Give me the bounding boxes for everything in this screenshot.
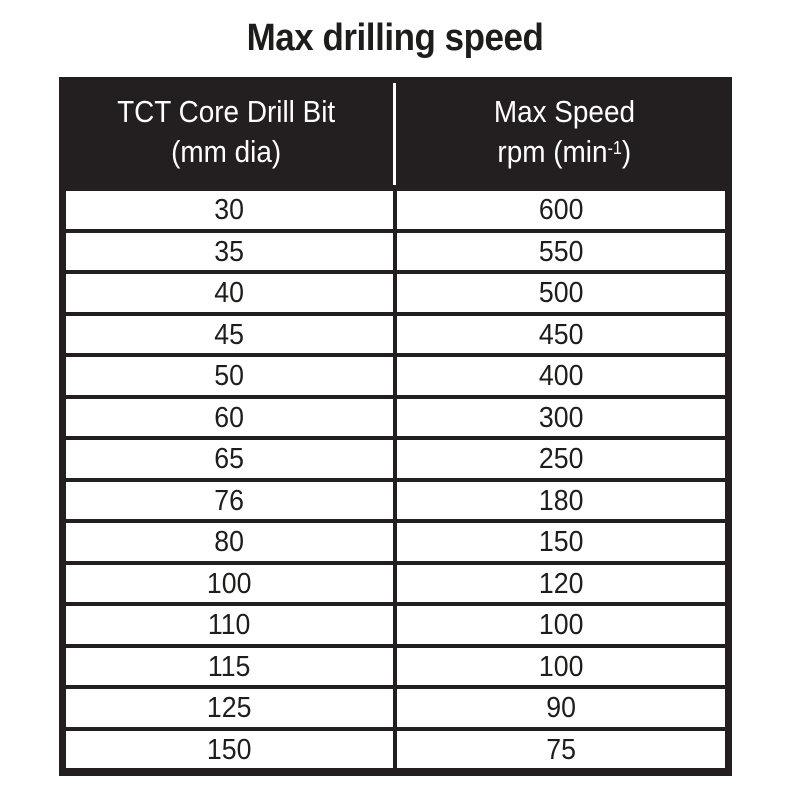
table-row: 150 75 <box>59 727 732 768</box>
table-row: 76 180 <box>59 478 732 519</box>
cell-max-speed: 90 <box>397 689 725 727</box>
cell-diameter: 45 <box>66 315 393 353</box>
table-row: 80 150 <box>59 519 732 561</box>
cell-diameter: 50 <box>66 357 393 395</box>
cell-max-speed: 180 <box>397 481 725 519</box>
column-header-line: rpm (min-1) <box>497 132 631 172</box>
cell-diameter: 150 <box>66 730 393 768</box>
table-row: 50 400 <box>59 353 732 395</box>
cell-diameter: 110 <box>66 606 393 644</box>
table-row: 35 550 <box>59 229 732 270</box>
table-body: 30 600 35 550 40 500 45 450 50 400 60 30… <box>59 187 732 768</box>
cell-max-speed: 250 <box>397 440 725 478</box>
column-header-max-speed: Max Speed rpm (min-1) <box>396 77 732 187</box>
cell-diameter: 30 <box>66 191 393 229</box>
cell-diameter: 125 <box>66 689 393 727</box>
cell-diameter: 60 <box>66 398 393 436</box>
cell-max-speed: 100 <box>397 606 725 644</box>
table-header: TCT Core Drill Bit (mm dia) Max Speed rp… <box>59 77 732 187</box>
column-header-line: (mm dia) <box>170 134 282 169</box>
table-row: 60 300 <box>59 395 732 436</box>
table-row: 30 600 <box>59 187 732 229</box>
unit-label: rpm (min <box>497 134 608 169</box>
unit-suffix: ) <box>621 134 631 169</box>
cell-diameter: 80 <box>66 523 393 561</box>
column-header-line: TCT Core Drill Bit <box>116 94 336 129</box>
cell-max-speed: 400 <box>397 357 725 395</box>
unit-superscript: -1 <box>607 138 622 158</box>
header-divider <box>393 83 396 185</box>
cell-max-speed: 500 <box>397 274 725 312</box>
table-row: 125 90 <box>59 685 732 727</box>
cell-max-speed: 550 <box>397 232 725 270</box>
table-row: 110 100 <box>59 602 732 644</box>
table-row: 115 100 <box>59 644 732 685</box>
table-row: 45 450 <box>59 312 732 353</box>
cell-max-speed: 600 <box>397 191 725 229</box>
cell-diameter: 100 <box>66 564 393 602</box>
speed-table: TCT Core Drill Bit (mm dia) Max Speed rp… <box>59 77 732 776</box>
cell-max-speed: 300 <box>397 398 725 436</box>
cell-diameter: 76 <box>66 481 393 519</box>
cell-max-speed: 100 <box>397 647 725 685</box>
column-header-line: Max Speed <box>493 94 635 129</box>
column-header-drill-bit: TCT Core Drill Bit (mm dia) <box>59 77 393 187</box>
table-row: 65 250 <box>59 436 732 478</box>
table-row: 40 500 <box>59 270 732 312</box>
page-title: Max drilling speed <box>246 17 544 59</box>
cell-max-speed: 150 <box>397 523 725 561</box>
cell-diameter: 65 <box>66 440 393 478</box>
cell-diameter: 115 <box>66 647 393 685</box>
cell-max-speed: 450 <box>397 315 725 353</box>
cell-diameter: 40 <box>66 274 393 312</box>
cell-max-speed: 120 <box>397 564 725 602</box>
cell-max-speed: 75 <box>397 730 725 768</box>
cell-diameter: 35 <box>66 232 393 270</box>
table-row: 100 120 <box>59 561 732 602</box>
